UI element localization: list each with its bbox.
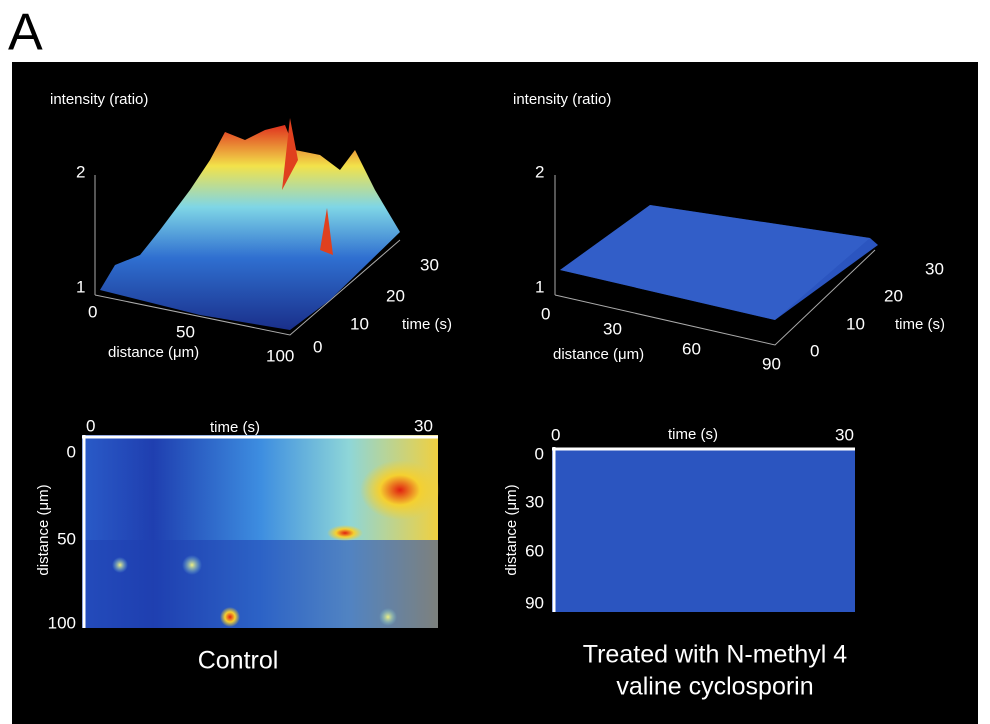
t-tick: 10 bbox=[350, 314, 369, 333]
x-tick: 50 bbox=[176, 322, 195, 341]
caption: Treated with N-methyl 4 bbox=[583, 641, 848, 669]
y-tick: 100 bbox=[48, 613, 76, 632]
t-tick: 0 bbox=[86, 416, 95, 435]
x-tick: 0 bbox=[541, 304, 550, 323]
z-label: intensity (ratio) bbox=[513, 91, 611, 108]
y-label: distance (μm) bbox=[503, 484, 520, 575]
heatmap-treated bbox=[552, 447, 855, 612]
x-label: distance (μm) bbox=[553, 346, 644, 363]
t-label: time (s) bbox=[668, 426, 718, 443]
t-tick: 30 bbox=[835, 425, 854, 444]
x-label: distance (μm) bbox=[108, 344, 199, 361]
z-label: intensity (ratio) bbox=[50, 91, 148, 108]
y-tick: 90 bbox=[525, 593, 544, 612]
t-tick: 20 bbox=[386, 286, 405, 305]
t-tick: 30 bbox=[414, 416, 433, 435]
x-tick: 30 bbox=[603, 319, 622, 338]
y-tick: 0 bbox=[535, 444, 544, 463]
t-tick: 20 bbox=[884, 286, 903, 305]
figure: A intensity (ratio) 2 1 0 50 100 distanc… bbox=[0, 0, 990, 724]
t-tick: 30 bbox=[925, 259, 944, 278]
caption: valine cyclosporin bbox=[616, 673, 813, 701]
t-label: time (s) bbox=[210, 419, 260, 436]
x-tick: 0 bbox=[88, 302, 97, 321]
figure-label: A bbox=[8, 4, 43, 62]
t-label: time (s) bbox=[402, 316, 452, 333]
x-tick: 100 bbox=[266, 346, 294, 365]
x-tick: 90 bbox=[762, 354, 781, 373]
z-tick: 2 bbox=[76, 162, 85, 181]
y-tick: 60 bbox=[525, 541, 544, 560]
caption: Control bbox=[198, 647, 279, 675]
y-tick: 50 bbox=[57, 529, 76, 548]
y-label: distance (μm) bbox=[35, 484, 52, 575]
t-label: time (s) bbox=[895, 316, 945, 333]
t-tick: 30 bbox=[420, 255, 439, 274]
y-tick: 30 bbox=[525, 492, 544, 511]
heatmap-control bbox=[82, 435, 440, 628]
z-tick: 1 bbox=[76, 277, 85, 296]
t-tick: 0 bbox=[313, 337, 322, 356]
z-tick: 2 bbox=[535, 162, 544, 181]
t-tick: 10 bbox=[846, 314, 865, 333]
t-tick: 0 bbox=[810, 341, 819, 360]
z-tick: 1 bbox=[535, 277, 544, 296]
x-tick: 60 bbox=[682, 339, 701, 358]
y-tick: 0 bbox=[67, 442, 76, 461]
t-tick: 0 bbox=[551, 425, 560, 444]
